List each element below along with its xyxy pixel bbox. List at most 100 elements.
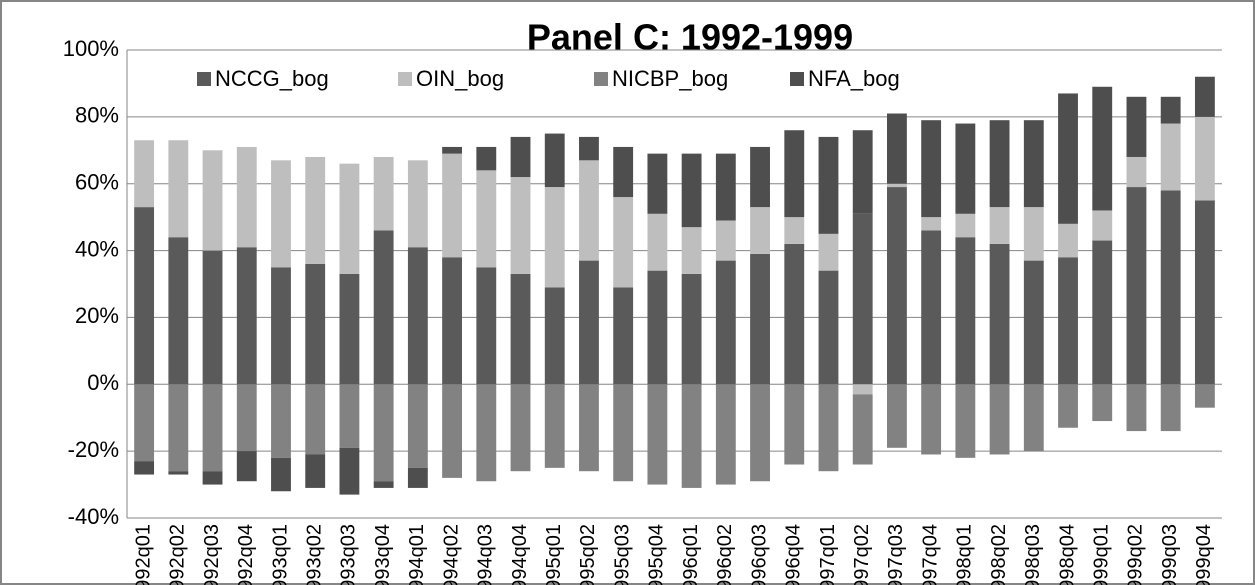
x-tick-label: 1997q04: [919, 524, 941, 585]
x-tick-label: 1998q03: [1022, 524, 1044, 585]
x-tick-label: 1995q03: [611, 524, 633, 585]
bar: [647, 270, 668, 385]
x-tick-label: 1998q01: [954, 524, 976, 585]
bar: [373, 156, 394, 231]
x-tick-label: 1999q03: [1159, 524, 1181, 585]
x-tick-label: 1994q04: [509, 524, 531, 585]
bar: [168, 384, 189, 472]
bar: [955, 123, 976, 214]
bar: [1023, 120, 1044, 208]
bar: [1058, 93, 1078, 224]
bar: [271, 160, 291, 268]
bar: [407, 384, 428, 468]
bar: [1092, 86, 1113, 211]
x-tick-label: 1999q04: [1193, 524, 1215, 585]
bar: [1058, 223, 1078, 258]
bar: [510, 136, 531, 178]
bar: [750, 146, 770, 208]
bar: [1194, 116, 1215, 201]
bar: [921, 384, 942, 455]
x-tick-label: 1993q02: [303, 524, 325, 585]
bar: [1058, 384, 1078, 428]
bar: [407, 247, 428, 385]
bar: [544, 287, 565, 385]
bar: [476, 170, 497, 268]
y-tick-label: 100%: [63, 36, 119, 61]
x-tick-label: 1996q01: [680, 524, 702, 585]
bar: [1092, 384, 1113, 422]
bar: [168, 140, 189, 238]
x-tick-label: 1993q03: [338, 524, 360, 585]
bar: [989, 207, 1010, 244]
bar: [886, 384, 907, 448]
bar: [442, 257, 463, 385]
bar: [1194, 200, 1215, 385]
bar: [305, 384, 326, 455]
bar: [305, 454, 326, 488]
bar: [955, 384, 976, 458]
x-tick-label: 1995q04: [646, 524, 668, 585]
x-tick-label: 1994q03: [475, 524, 497, 585]
bar: [134, 140, 155, 208]
bar: [271, 267, 291, 385]
bar: [373, 384, 394, 482]
x-tick-label: 1993q01: [269, 524, 291, 585]
x-tick-label: 1998q02: [988, 524, 1010, 585]
x-tick-label: 1996q02: [714, 524, 736, 585]
bar: [134, 384, 155, 462]
bar: [1126, 187, 1147, 385]
bar: [1023, 384, 1044, 452]
bar: [784, 243, 805, 385]
x-tick-label: 1995q02: [577, 524, 599, 585]
x-tick-label: 1997q02: [851, 524, 873, 585]
bar: [1023, 207, 1044, 261]
bar: [750, 253, 770, 385]
legend-label: NFA_bog: [808, 66, 900, 91]
bar: [1092, 240, 1113, 385]
bar: [202, 150, 223, 251]
legend-swatch: [594, 72, 608, 86]
bar: [784, 384, 805, 465]
legend-label: NCCG_bog: [215, 66, 329, 91]
y-tick-label: 80%: [75, 103, 119, 128]
bar: [544, 133, 565, 188]
bar: [989, 120, 1010, 208]
bar: [510, 273, 531, 385]
bar: [442, 146, 463, 154]
bar: [989, 243, 1010, 385]
bar: [271, 457, 291, 492]
bar: [886, 187, 907, 385]
bar: [818, 384, 839, 472]
bar: [1058, 257, 1078, 385]
bar: [955, 237, 976, 385]
bar: [236, 247, 257, 385]
bar: [852, 384, 873, 395]
x-tick-label: 1997q03: [885, 524, 907, 585]
x-tick-label: 1993q04: [372, 524, 394, 585]
bar: [715, 220, 736, 261]
bar: [544, 384, 565, 468]
bar: [407, 160, 428, 248]
legend-swatch: [197, 72, 211, 86]
legend-swatch: [398, 72, 412, 86]
bar: [373, 230, 394, 385]
bar: [510, 384, 531, 472]
bar: [1160, 96, 1181, 124]
bar: [579, 160, 599, 261]
bar: [373, 481, 394, 488]
bar: [339, 163, 360, 274]
y-tick-label: 60%: [75, 170, 119, 195]
bar: [886, 113, 907, 184]
bar: [510, 177, 531, 274]
bar: [1126, 156, 1147, 188]
bar: [339, 447, 360, 495]
bar: [1160, 384, 1181, 432]
x-tick-label: 1992q02: [167, 524, 189, 585]
bar: [784, 130, 805, 218]
bar: [1194, 76, 1215, 117]
legend-label: NICBP_bog: [612, 66, 728, 91]
bar: [784, 217, 805, 244]
bar: [613, 197, 634, 288]
bar: [1126, 96, 1147, 157]
bar: [1160, 190, 1181, 385]
